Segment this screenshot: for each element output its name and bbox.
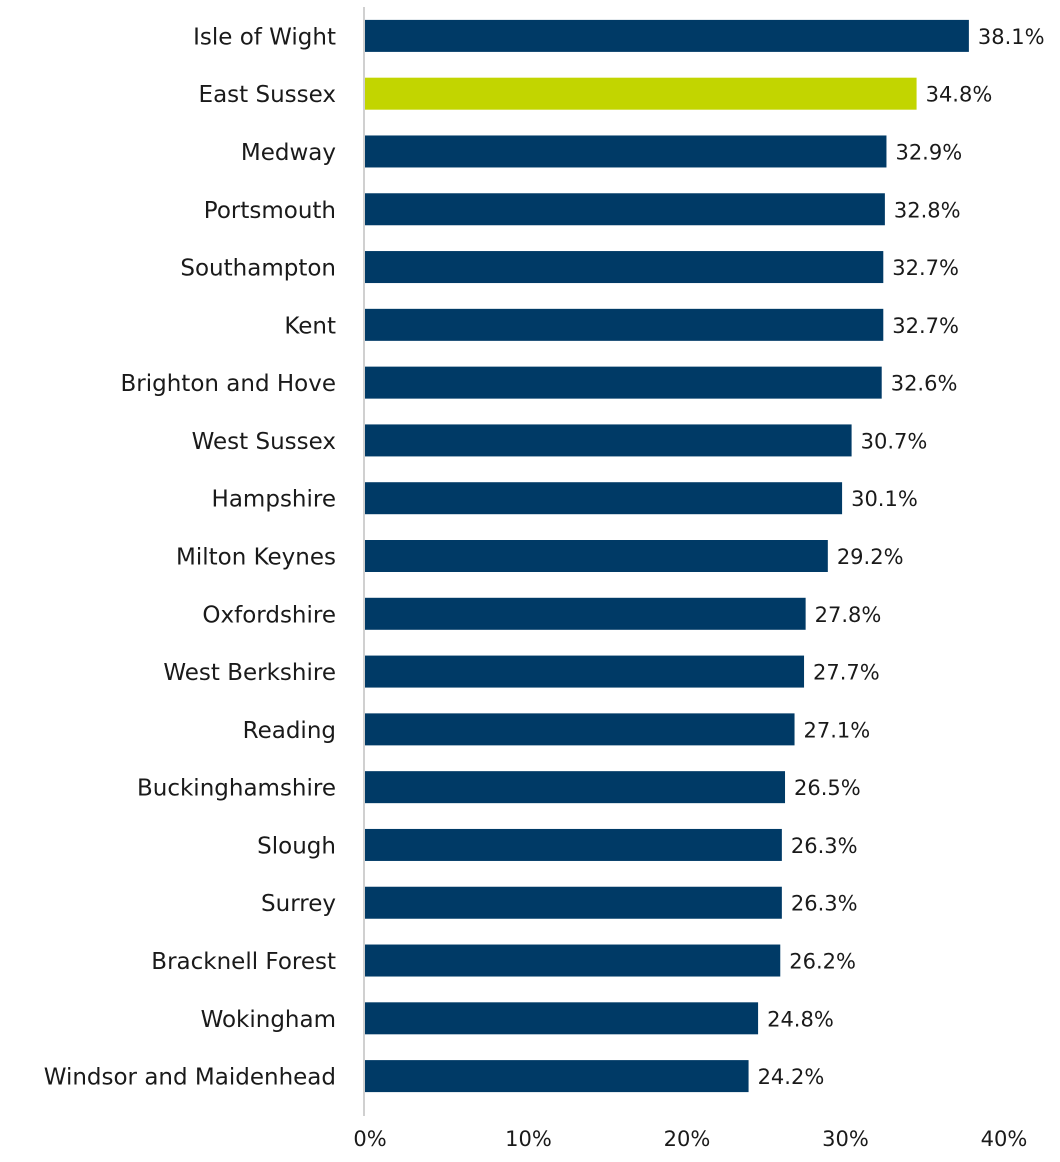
bar — [365, 366, 882, 399]
value-label: 29.2% — [837, 545, 904, 569]
y-tick-label: Portsmouth — [204, 198, 336, 224]
value-label: 27.1% — [804, 718, 871, 742]
y-tick-label: Wokingham — [201, 1007, 336, 1033]
bar — [365, 135, 887, 168]
x-tick-label: 30% — [822, 1127, 869, 1151]
bar — [365, 424, 852, 457]
y-tick-label: East Sussex — [199, 82, 336, 108]
bar — [365, 193, 885, 226]
bar — [365, 655, 805, 688]
y-tick-label: West Sussex — [192, 429, 336, 455]
value-label: 30.1% — [851, 487, 918, 511]
bar — [365, 540, 828, 572]
value-label: 27.8% — [815, 603, 882, 627]
value-label: 30.7% — [861, 429, 928, 453]
bar — [365, 713, 795, 746]
y-tick-label: Isle of Wight — [193, 24, 336, 50]
value-label: 32.8% — [894, 198, 961, 222]
x-tick-label: 10% — [505, 1127, 552, 1151]
value-label: 24.2% — [758, 1065, 825, 1089]
y-tick-label: Southampton — [180, 256, 336, 282]
y-tick-label: Kent — [284, 313, 336, 339]
y-tick-label: Bracknell Forest — [151, 949, 336, 975]
bar — [365, 482, 843, 515]
y-tick-label: West Berkshire — [163, 660, 336, 686]
y-tick-label: Surrey — [261, 891, 336, 917]
y-tick-label: Brighton and Hove — [121, 371, 337, 397]
y-tick-label: Milton Keynes — [176, 545, 336, 571]
bar — [365, 597, 806, 630]
y-tick-label: Buckinghamshire — [137, 776, 336, 802]
y-tick-label: Oxfordshire — [202, 602, 336, 628]
bar — [365, 828, 782, 861]
y-tick-label: Windsor and Maidenhead — [44, 1065, 336, 1091]
bar — [365, 1002, 759, 1035]
x-tick-label: 0% — [353, 1127, 386, 1151]
value-label: 26.3% — [791, 834, 858, 858]
bar — [365, 308, 884, 341]
value-label: 27.7% — [813, 661, 880, 685]
value-label: 24.8% — [767, 1007, 834, 1031]
bar — [365, 771, 786, 804]
y-tick-label: Medway — [241, 140, 336, 166]
bar — [365, 1060, 749, 1093]
value-label: 38.1% — [978, 25, 1045, 49]
bar — [365, 77, 917, 110]
y-tick-label: Reading — [243, 718, 336, 744]
value-label: 32.7% — [892, 314, 959, 338]
y-tick-label: Slough — [257, 833, 336, 859]
value-label: 26.2% — [789, 950, 856, 974]
bar — [365, 944, 781, 977]
value-label: 32.9% — [895, 140, 962, 164]
x-tick-label: 40% — [981, 1127, 1028, 1151]
value-label: 26.5% — [794, 776, 861, 800]
value-label: 32.6% — [891, 372, 958, 396]
bar — [365, 251, 884, 284]
value-label: 34.8% — [926, 83, 993, 107]
value-label: 26.3% — [791, 892, 858, 916]
value-label: 32.7% — [892, 256, 959, 280]
bar — [365, 886, 782, 919]
x-tick-label: 20% — [664, 1127, 711, 1151]
bar — [365, 19, 969, 52]
y-tick-label: Hampshire — [212, 487, 336, 513]
